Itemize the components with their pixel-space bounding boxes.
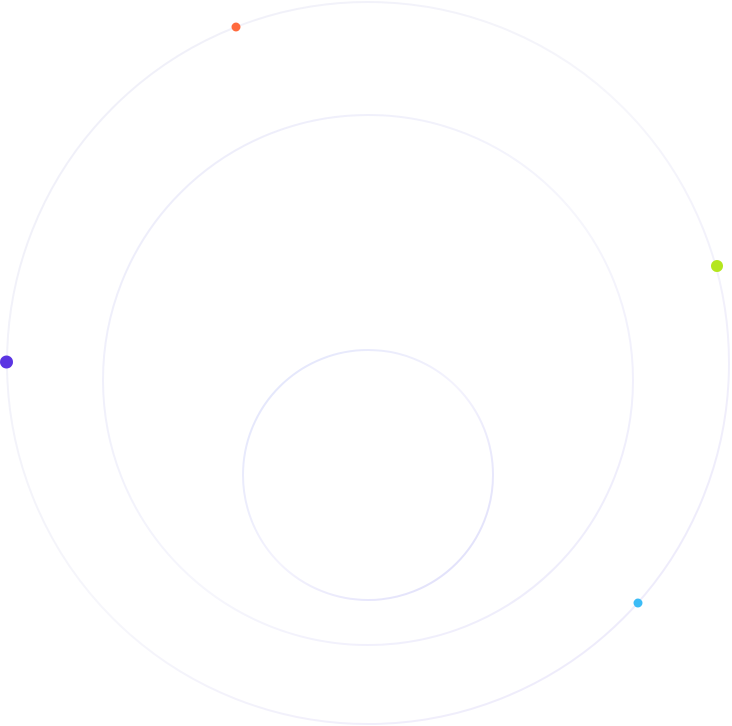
orange-dot	[231, 22, 241, 32]
inner-ring	[242, 349, 494, 601]
purple-dot	[0, 355, 13, 369]
green-dot	[711, 260, 723, 272]
blue-dot	[633, 598, 643, 608]
outer-ring	[6, 1, 730, 725]
middle-ring	[102, 114, 634, 646]
